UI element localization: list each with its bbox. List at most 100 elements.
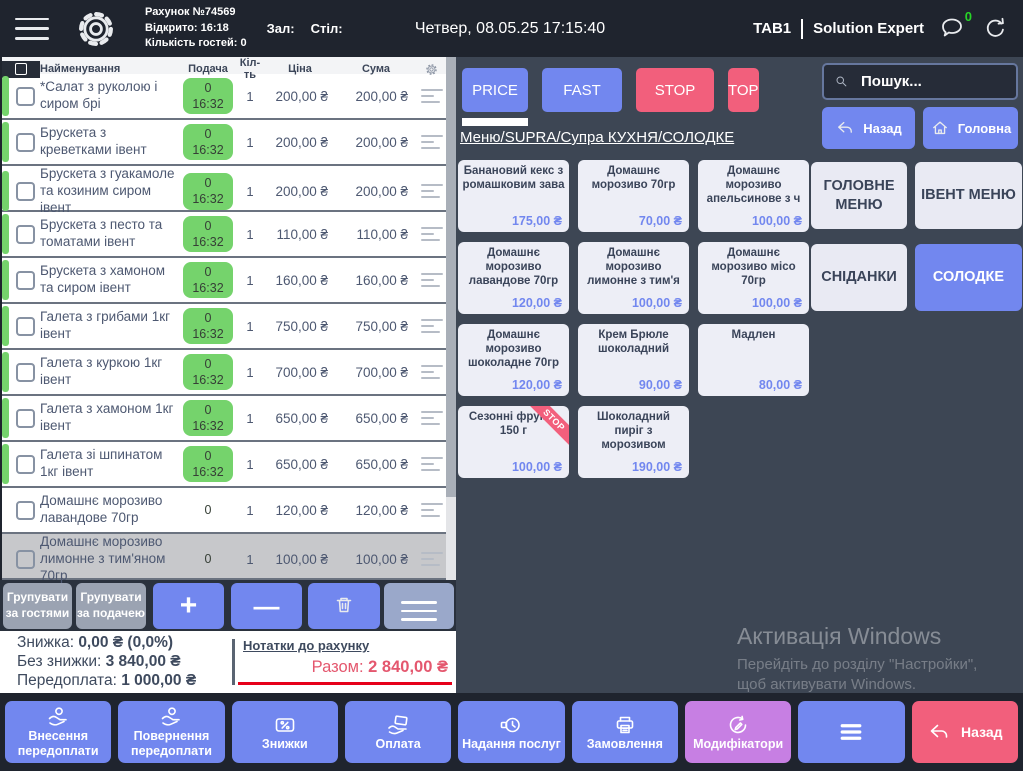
table-row[interactable]: Галета з грибами 1кг івент 0 16:32 1 750,… (2, 304, 446, 350)
table-row[interactable]: Брускета з песто та томатами івент 0 16:3… (2, 212, 446, 258)
item-price: 650,00 ₴ (275, 456, 328, 472)
product-card[interactable]: Домашнє морозиво лавандове 70гр 120,00 ₴ (458, 242, 569, 314)
refresh-icon[interactable] (982, 15, 1009, 42)
item-qty: 1 (246, 226, 254, 242)
row-checkbox[interactable] (16, 454, 35, 474)
row-checkbox[interactable] (16, 316, 35, 336)
action-button[interactable]: Оплата (344, 701, 452, 763)
item-qty: 1 (246, 410, 254, 426)
action-button[interactable]: Знижки (231, 701, 338, 763)
drag-handle-icon[interactable] (416, 411, 448, 425)
menu-tab[interactable]: PRICE (462, 68, 528, 126)
action-button[interactable]: Повернення передоплати (118, 701, 225, 763)
drag-handle-icon[interactable] (416, 552, 448, 567)
receipt-notes-link[interactable]: Нотатки до рахунку (243, 638, 370, 653)
search-icon (834, 74, 849, 89)
table-row[interactable]: Брускета з гуакамоле та козиним сиром ів… (2, 166, 448, 215)
table-header: Найменування Подача Кіл-ть Ціна Сума (2, 57, 446, 81)
product-card[interactable]: Мадлен 80,00 ₴ (698, 324, 809, 396)
category-button[interactable]: СНІДАНКИ (811, 244, 907, 311)
user-name[interactable]: Solution Expert (813, 20, 924, 37)
row-checkbox[interactable] (16, 500, 35, 520)
increase-qty-button[interactable]: + (153, 583, 224, 629)
category-button[interactable]: ІВЕНТ МЕНЮ (915, 162, 1022, 229)
top-header: Рахунок №74569 Відкрито: 16:18 Кількість… (0, 0, 1023, 57)
menu-tab[interactable]: FAST (542, 68, 622, 112)
table-row[interactable]: Домашнє морозиво лимонне з тим'яном 70гр… (2, 534, 448, 583)
row-checkbox[interactable] (16, 181, 35, 201)
product-card[interactable]: Домашнє морозиво 70гр 70,00 ₴ (578, 160, 689, 232)
product-card[interactable]: Домашнє морозиво апельсинове з ч 100,00 … (698, 160, 809, 232)
row-checkbox[interactable] (16, 224, 35, 244)
drag-handle-icon[interactable] (416, 227, 448, 241)
search-input[interactable] (861, 73, 981, 90)
search-box[interactable] (822, 63, 1018, 100)
item-name: Галета з хамоном 1кг івент (40, 401, 174, 433)
bottom-action-bar: Внесення передоплати Повернення передопл… (0, 693, 1023, 771)
product-card[interactable]: Домашнє морозиво шоколадне 70гр 120,00 ₴ (458, 324, 569, 396)
action-button[interactable]: Замовлення (571, 701, 678, 763)
serving-stripe (2, 398, 9, 438)
serving-stripe (2, 214, 9, 254)
table-row[interactable]: Галета з куркою 1кг івент 0 16:32 1 700,0… (2, 350, 446, 396)
table-settings-gear-icon[interactable] (425, 63, 438, 76)
menu-tab[interactable]: STOP (636, 68, 714, 112)
group-by-guests-button[interactable]: Групувати за гостями (3, 583, 72, 629)
row-checkbox[interactable] (16, 132, 35, 152)
row-checkbox[interactable] (16, 362, 35, 382)
table-row[interactable]: Брускета з хамоном та сиром івент 0 16:32… (2, 258, 446, 304)
hamburger-menu-icon[interactable] (15, 17, 49, 40)
drag-handle-icon[interactable] (416, 503, 448, 517)
drag-handle-icon[interactable] (416, 273, 448, 287)
product-card[interactable]: Крем Брюле шоколадний 90,00 ₴ (578, 324, 689, 396)
select-all-checkbox[interactable] (15, 63, 27, 75)
row-checkbox[interactable] (16, 270, 35, 290)
serving-badge: 0 16:32 (183, 215, 233, 253)
product-card[interactable]: Домашнє морозиво місо 70гр 100,00 ₴ (698, 242, 809, 314)
delete-item-button[interactable] (308, 583, 380, 629)
back-button[interactable]: Назад (822, 107, 915, 149)
menu-tab[interactable]: TOP (728, 68, 759, 112)
scrollbar-thumb[interactable] (446, 57, 456, 497)
category-button[interactable]: СОЛОДКЕ (915, 244, 1022, 311)
home-button[interactable]: Головна (923, 107, 1018, 149)
table-row[interactable]: Галета зі шпинатом 1кг івент 0 16:32 1 65… (2, 442, 446, 488)
action-icon (834, 717, 868, 747)
table-row[interactable]: Брускета з креветками івент 0 16:32 1 200… (2, 120, 446, 166)
action-button[interactable]: Назад (911, 701, 1018, 763)
serving-badge: 0 16:32 (183, 173, 233, 210)
product-card[interactable]: STOP Сезонні фрукти 150 г 100,00 ₴ (458, 406, 569, 478)
action-button[interactable]: Внесення передоплати (5, 701, 112, 763)
drag-handle-icon[interactable] (416, 135, 448, 149)
product-card[interactable]: Банановий кекс з ромашковим зава 175,00 … (458, 160, 569, 232)
decrease-qty-button[interactable]: — (231, 583, 302, 629)
row-checkbox[interactable] (16, 408, 35, 428)
table-label: Стіл: (310, 21, 343, 36)
table-scrollbar[interactable] (446, 57, 456, 580)
drag-handle-icon[interactable] (416, 457, 448, 471)
table-row[interactable]: Галета з хамоном 1кг івент 0 16:32 1 650,… (2, 396, 446, 442)
table-row[interactable]: Домашнє морозиво лавандове 70гр 0 1 120,… (2, 488, 446, 534)
product-card[interactable]: Домашнє морозиво лимонне з тим'я 100,00 … (578, 242, 689, 314)
action-button[interactable]: Надання послуг (458, 701, 565, 763)
action-icon (726, 713, 750, 737)
row-checkbox[interactable] (16, 549, 35, 569)
category-button[interactable]: ГОЛОВНЕ МЕНЮ (811, 162, 907, 229)
drag-handle-icon[interactable] (416, 319, 448, 333)
drag-handle-icon[interactable] (416, 89, 448, 103)
table-row[interactable]: *Салат з руколою і сиром брі 0 16:32 1 20… (2, 74, 446, 120)
drag-handle-icon[interactable] (416, 184, 448, 199)
drag-handle-icon[interactable] (416, 365, 448, 379)
settings-gear-icon[interactable] (75, 8, 117, 50)
group-by-serving-button[interactable]: Групувати за подачею (76, 583, 146, 629)
row-options-button[interactable] (384, 583, 454, 629)
item-sum: 120,00 ₴ (355, 502, 408, 518)
item-sum: 160,00 ₴ (355, 272, 408, 288)
action-button[interactable]: Модифікатори (684, 701, 792, 763)
breadcrumb[interactable]: Меню/SUPRA/Супра КУХНЯ/СОЛОДКЕ (460, 129, 735, 146)
chat-icon[interactable]: 0 (937, 9, 972, 43)
row-checkbox[interactable] (16, 86, 35, 106)
serving-badge: 0 16:32 (183, 261, 233, 299)
product-card[interactable]: Шоколадний пиріг з морозивом 190,00 ₴ (578, 406, 689, 478)
action-button[interactable] (798, 701, 905, 763)
